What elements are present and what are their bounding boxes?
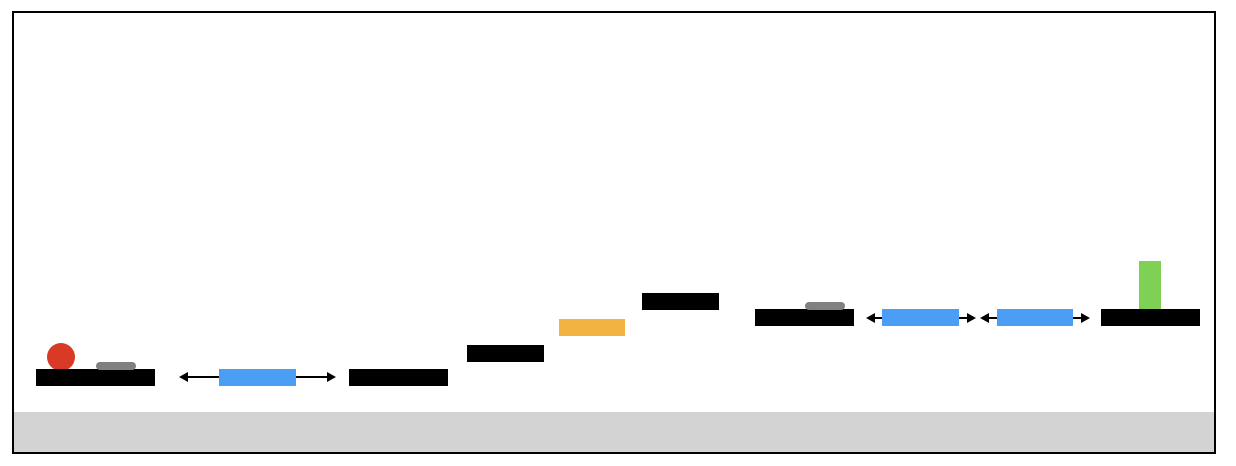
switch-button-2[interactable] — [805, 302, 845, 310]
moving-platform-3[interactable] — [997, 309, 1073, 326]
platform-step-1 — [467, 345, 544, 362]
platform-switch-ledge — [755, 309, 854, 326]
platform-step-2 — [642, 293, 719, 310]
bouncy-block[interactable] — [559, 319, 625, 336]
platform-goal-ledge — [1101, 309, 1200, 326]
moving-platform-2[interactable] — [882, 309, 959, 326]
ground — [14, 412, 1214, 452]
player-ball[interactable] — [47, 343, 75, 371]
platform-mid-1 — [349, 369, 448, 386]
moving-platform-1[interactable] — [219, 369, 296, 386]
switch-button-1[interactable] — [96, 362, 136, 370]
goal-flag-block[interactable] — [1139, 261, 1161, 309]
game-canvas[interactable] — [12, 11, 1216, 454]
platform-start — [36, 369, 155, 386]
